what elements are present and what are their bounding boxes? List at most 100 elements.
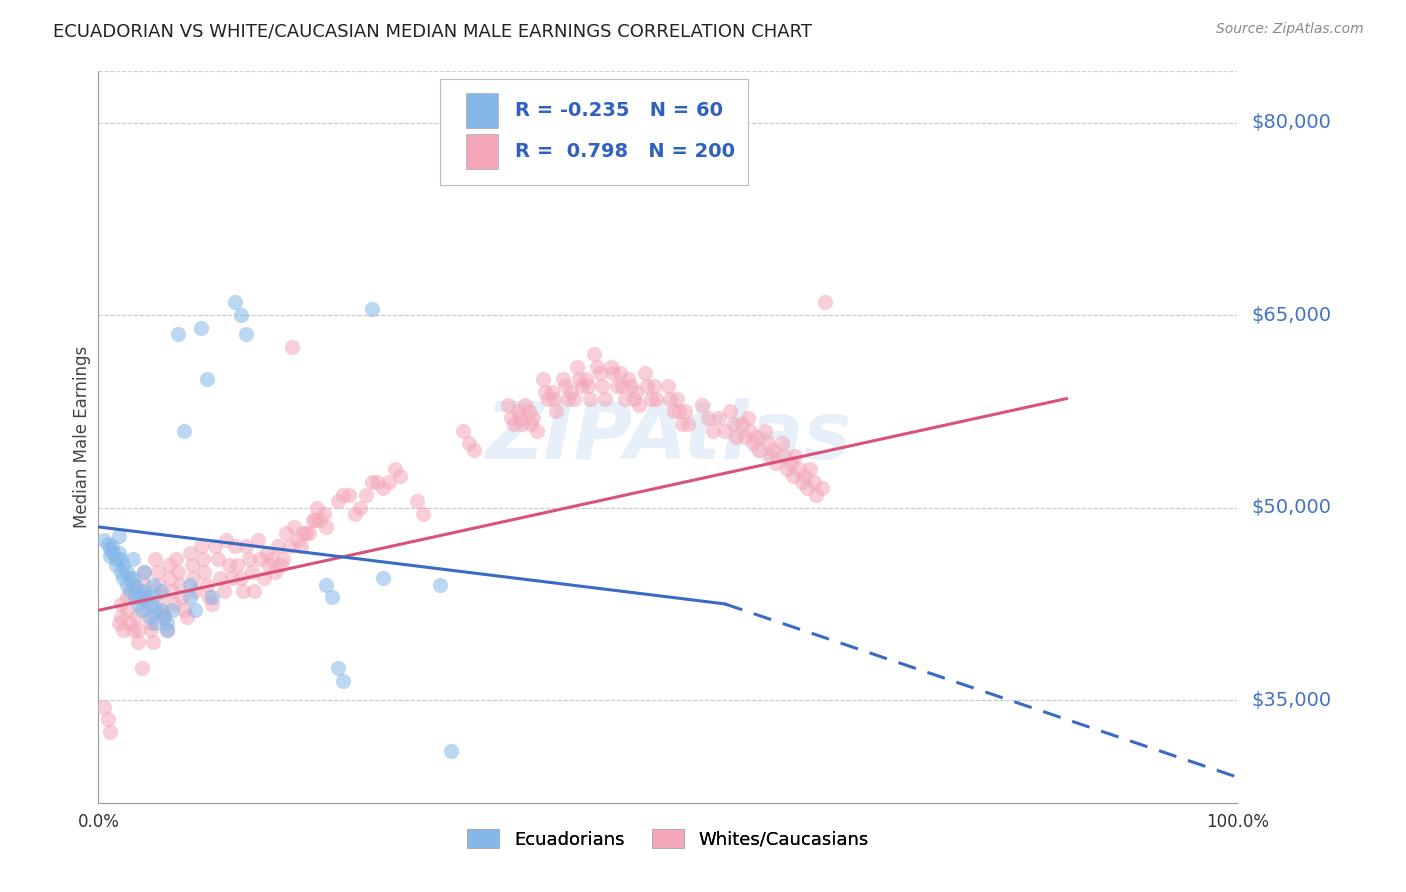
Text: R = -0.235   N = 60: R = -0.235 N = 60	[515, 101, 723, 120]
Point	[229, 571, 252, 585]
Point	[156, 623, 179, 637]
Point	[457, 436, 479, 450]
Point	[799, 462, 821, 476]
Point	[224, 539, 246, 553]
Point	[135, 591, 157, 605]
Point	[150, 603, 173, 617]
Point	[139, 623, 162, 637]
FancyBboxPatch shape	[440, 78, 748, 185]
Point	[366, 475, 388, 489]
Point	[776, 462, 799, 476]
Point	[110, 552, 132, 566]
Point	[540, 385, 562, 400]
Point	[440, 744, 463, 758]
Point	[150, 591, 173, 605]
Point	[588, 366, 610, 380]
Point	[304, 514, 326, 528]
Point	[101, 539, 124, 553]
Text: R =  0.798   N = 200: R = 0.798 N = 200	[515, 143, 735, 161]
Text: ECUADORIAN VS WHITE/CAUCASIAN MEDIAN MALE EARNINGS CORRELATION CHART: ECUADORIAN VS WHITE/CAUCASIAN MEDIAN MAL…	[53, 22, 813, 40]
Point	[179, 545, 201, 559]
Point	[201, 591, 224, 605]
Point	[723, 417, 745, 432]
Point	[510, 417, 533, 432]
Point	[246, 533, 269, 547]
Text: $35,000: $35,000	[1251, 690, 1331, 710]
Point	[121, 623, 143, 637]
Point	[138, 616, 160, 631]
Point	[796, 482, 818, 496]
FancyBboxPatch shape	[467, 135, 498, 169]
Point	[207, 552, 229, 566]
Point	[173, 424, 195, 438]
Point	[321, 591, 343, 605]
Point	[120, 571, 142, 585]
Point	[568, 372, 591, 386]
Point	[180, 558, 202, 573]
Point	[162, 584, 184, 599]
Point	[259, 558, 281, 573]
Point	[498, 398, 520, 412]
Point	[534, 385, 557, 400]
Point	[181, 571, 204, 585]
Point	[662, 404, 685, 418]
Point	[232, 584, 254, 599]
Point	[707, 410, 730, 425]
Point	[127, 635, 149, 649]
Point	[326, 494, 349, 508]
Point	[593, 392, 616, 406]
Text: $65,000: $65,000	[1251, 306, 1331, 325]
Point	[195, 372, 218, 386]
Point	[215, 533, 238, 547]
Point	[179, 577, 201, 591]
Point	[110, 609, 132, 624]
Point	[131, 661, 153, 675]
Point	[112, 558, 135, 573]
Point	[582, 346, 605, 360]
Point	[256, 545, 278, 559]
Point	[742, 436, 765, 450]
Point	[132, 565, 155, 579]
Point	[810, 482, 832, 496]
Point	[132, 565, 155, 579]
Point	[613, 392, 636, 406]
Point	[602, 366, 624, 380]
Point	[546, 404, 568, 418]
Point	[360, 301, 382, 316]
Point	[283, 520, 305, 534]
Point	[96, 536, 118, 550]
Point	[193, 552, 215, 566]
Point	[565, 359, 588, 374]
Point	[720, 404, 742, 418]
Point	[148, 577, 170, 591]
Point	[792, 475, 814, 489]
Point	[108, 545, 131, 559]
Point	[156, 623, 179, 637]
Point	[657, 378, 679, 392]
Point	[138, 597, 160, 611]
Point	[112, 571, 135, 585]
Point	[195, 577, 218, 591]
Point	[224, 295, 246, 310]
Point	[229, 308, 252, 322]
Point	[226, 558, 249, 573]
Point	[260, 552, 283, 566]
Point	[315, 577, 337, 591]
Point	[332, 488, 354, 502]
Point	[201, 597, 224, 611]
Point	[378, 475, 401, 489]
Point	[127, 584, 149, 599]
Point	[429, 577, 451, 591]
Point	[121, 571, 143, 585]
Point	[150, 584, 173, 599]
Point	[537, 392, 560, 406]
Point	[125, 609, 148, 624]
Point	[96, 712, 118, 726]
Point	[298, 526, 321, 541]
Point	[354, 488, 377, 502]
Point	[804, 488, 827, 502]
Point	[506, 404, 529, 418]
Legend: Ecuadorians, Whites/Caucasians: Ecuadorians, Whites/Caucasians	[460, 822, 876, 856]
Point	[173, 603, 195, 617]
Point	[150, 603, 173, 617]
